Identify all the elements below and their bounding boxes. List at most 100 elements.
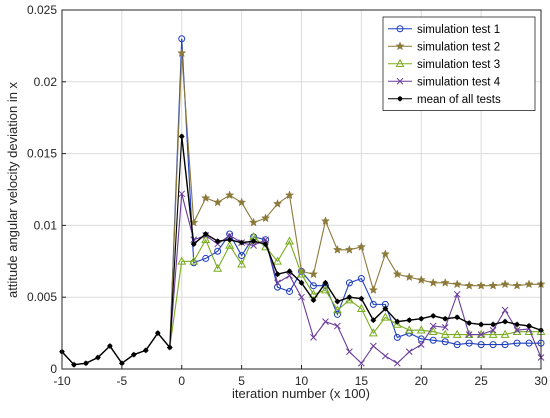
data-point [416, 325, 426, 334]
legend-marker [396, 77, 404, 85]
data-point [464, 280, 474, 290]
data-point [454, 314, 460, 321]
ticks: -10 -5 0 5 10 15 20 25 30 0 0.005 0.01 0.015 0.02 0.02… [27, 3, 548, 388]
data-point [202, 231, 209, 237]
data-point [513, 326, 521, 334]
data-point [382, 305, 389, 312]
data-point [178, 133, 185, 140]
data-point [358, 359, 365, 367]
data-point [272, 198, 283, 208]
data-point [370, 317, 377, 323]
data-point [309, 289, 318, 298]
data-point [356, 242, 367, 251]
data-point [248, 217, 259, 227]
data-point [226, 236, 233, 243]
legend-marker [395, 58, 405, 68]
data-point [452, 329, 462, 338]
data-point [357, 275, 365, 283]
data-point [380, 312, 390, 321]
data-point [513, 339, 521, 347]
data-point [488, 280, 498, 290]
data-point [404, 325, 414, 334]
data-point [465, 331, 473, 338]
data-point [394, 318, 401, 325]
data-point [525, 339, 533, 347]
x-tick-label: 0 [178, 374, 185, 388]
pre-point [71, 361, 77, 368]
data-point [178, 35, 186, 43]
data-point [321, 285, 330, 294]
data-point [429, 322, 437, 330]
data-point [405, 348, 413, 356]
y-tick-label: 0.015 [27, 147, 57, 161]
legend-entry: mean of all tests [388, 94, 501, 106]
data-point [332, 305, 342, 314]
data-point [177, 256, 187, 265]
data-point [334, 298, 341, 305]
data-point [478, 321, 484, 328]
data-point [441, 338, 449, 346]
data-point [428, 326, 438, 335]
data-point [442, 315, 448, 322]
data-point [250, 242, 257, 249]
series-2 [177, 48, 546, 294]
data-point [524, 279, 534, 289]
data-point [214, 247, 222, 255]
data-point [440, 277, 450, 287]
x-tick-label: 5 [238, 374, 245, 388]
data-point [213, 197, 223, 207]
data-point [201, 234, 211, 244]
x-tick-label: 10 [295, 374, 309, 388]
data-point [237, 259, 247, 268]
data-point [262, 236, 269, 244]
y-tick-label: 0.025 [27, 3, 57, 17]
data-point [225, 240, 235, 249]
data-point [380, 249, 390, 259]
x-tick-label: 20 [415, 374, 429, 388]
y-tick-label: 0.01 [34, 218, 58, 232]
legend-marker [396, 25, 404, 33]
data-point [310, 334, 317, 341]
legend-entry: simulation test 2 [388, 41, 500, 53]
data-point [466, 320, 472, 326]
data-point [345, 279, 353, 287]
data-point [501, 341, 509, 349]
data-point [344, 295, 354, 304]
data-point [285, 236, 294, 245]
data-point [238, 252, 246, 260]
y-tick-label: 0 [50, 362, 57, 376]
data-point [514, 321, 520, 328]
data-point [452, 279, 462, 289]
data-point [177, 48, 187, 58]
series-5 [178, 133, 544, 334]
data-point [286, 268, 293, 275]
x-tick-label: -5 [117, 374, 128, 388]
legend: simulation test 1 simulation test 2 simula… [382, 16, 536, 111]
data-point [226, 232, 234, 239]
legend-entry: simulation test 4 [388, 76, 501, 88]
data-point [430, 313, 437, 319]
legend-marker [397, 95, 403, 102]
data-point [260, 213, 271, 223]
y-tick-label: 0.02 [34, 75, 58, 89]
data-point [512, 280, 522, 290]
data-point [477, 341, 485, 349]
data-point [189, 256, 199, 265]
data-point [500, 329, 510, 338]
data-point [392, 319, 402, 328]
data-point [262, 241, 269, 247]
data-point [178, 190, 186, 198]
x-tick-label: -10 [53, 374, 71, 388]
data-point [322, 318, 329, 325]
data-point [308, 269, 319, 279]
data-point [236, 197, 247, 207]
data-point [368, 328, 378, 337]
data-point [429, 336, 437, 344]
data-point [297, 269, 306, 278]
data-point [224, 190, 235, 200]
data-point [440, 329, 450, 338]
data-point [488, 329, 498, 338]
data-point [274, 283, 282, 291]
data-point [406, 317, 413, 323]
